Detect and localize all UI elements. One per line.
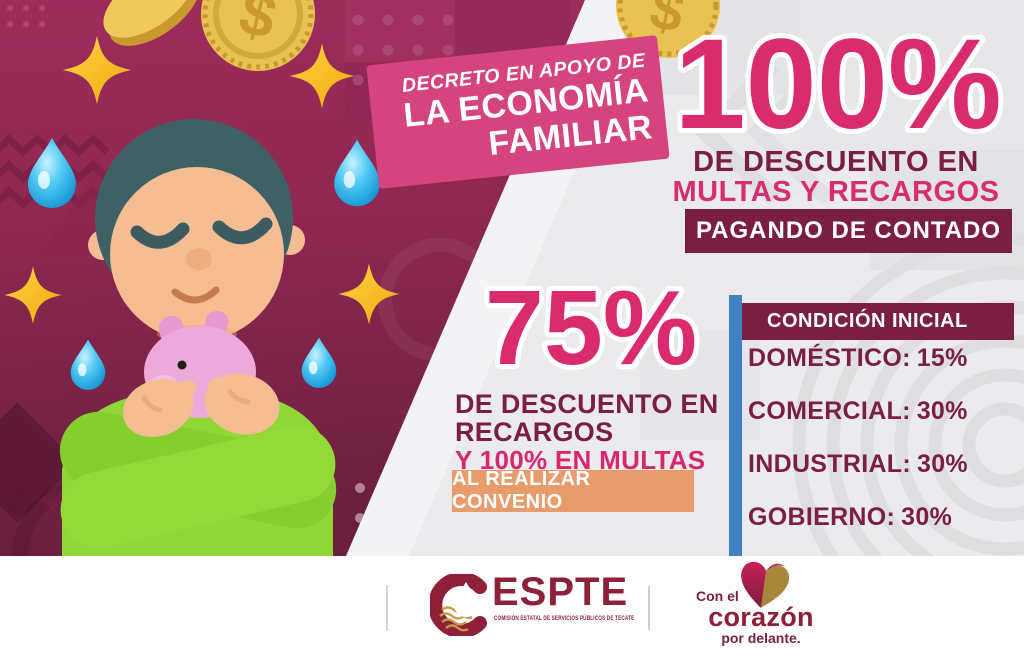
condition-value: 30% (917, 450, 968, 478)
footer-bar: BAJA CALIFORNIA GOBIERNO DEL ESTADO ESPT… (0, 556, 1024, 649)
water-drop-icon (334, 139, 380, 207)
conditions-header: CONDICIÓN INICIAL (742, 303, 1014, 340)
water-drop-icon (28, 138, 76, 208)
coin-icon: $ (201, 0, 315, 71)
cespte-logo: ESPTE COMISIÓN ESTATAL DE SERVICIOS PÚBL… (428, 570, 640, 638)
slogan-line1: Con el (696, 588, 739, 604)
star-icon (289, 43, 355, 109)
cespte-c-icon (428, 572, 487, 638)
slogan-line2: corazón (708, 602, 814, 632)
condition-label: GOBIERNO: (748, 503, 896, 531)
water-drop-icon (301, 337, 337, 388)
condition-value: 30% (916, 397, 968, 425)
condition-item-gobierno: GOBIERNO: 30% (748, 503, 1018, 531)
condition-value: 15% (916, 344, 968, 372)
hundred-percent-figure: 100% (669, 8, 1006, 160)
condition-item-comercial: COMERCIAL: 30% (748, 397, 1018, 425)
convenio-line2: RECARGOS (455, 417, 614, 447)
corazon-slogan-logo: Con el corazón por delante. (686, 558, 836, 646)
conditions-list: DOMÉSTICO: 15% COMERCIAL: 30% INDUSTRIAL: 3… (748, 344, 1018, 556)
star-icon (338, 263, 400, 325)
water-drop-icon (70, 339, 106, 390)
heart-icon (741, 562, 790, 608)
condition-value: 30% (901, 503, 953, 531)
slogan-line3: por delante. (721, 630, 801, 646)
character-illustration: $ $ (4, 0, 720, 556)
condition-label: INDUSTRIAL: (748, 450, 912, 478)
contado-badge: PAGANDO DE CONTADO (685, 209, 1012, 253)
condition-label: DOMÉSTICO: (748, 344, 911, 372)
contado-line2: MULTAS Y RECARGOS (672, 176, 1000, 208)
condition-label: COMERCIAL: (748, 397, 911, 425)
contado-badge-label: PAGANDO DE CONTADO (695, 217, 1002, 244)
seventyfive-percent-text: 75% (485, 269, 697, 387)
star-icon (4, 266, 62, 324)
footer-divider (648, 586, 650, 630)
condition-item-domestico: DOMÉSTICO: 15% (748, 344, 1018, 372)
hundred-percent-text: 100% (674, 13, 1001, 156)
convenio-badge-label: AL REALIZAR CONVENIO (452, 468, 591, 513)
boy-character (59, 119, 337, 556)
conditions-title: CONDICIÓN INICIAL (767, 310, 968, 332)
footer-divider (386, 585, 388, 631)
coin-icon (103, 0, 200, 46)
seventyfive-percent-figure: 75% (480, 264, 702, 390)
conditions-accent-bar (729, 295, 742, 557)
star-icon (62, 35, 132, 105)
convenio-line1: DE DESCUENTO EN (455, 389, 719, 419)
condition-item-industrial: INDUSTRIAL: 30% (748, 450, 1018, 478)
contado-line1: DE DESCUENTO EN (693, 146, 979, 178)
convenio-badge: AL REALIZAR CONVENIO (452, 468, 694, 513)
cespte-name: ESPTE (492, 570, 629, 614)
cespte-tagline: COMISIÓN ESTATAL DE SERVICIOS PÚBLICOS D… (494, 616, 635, 622)
